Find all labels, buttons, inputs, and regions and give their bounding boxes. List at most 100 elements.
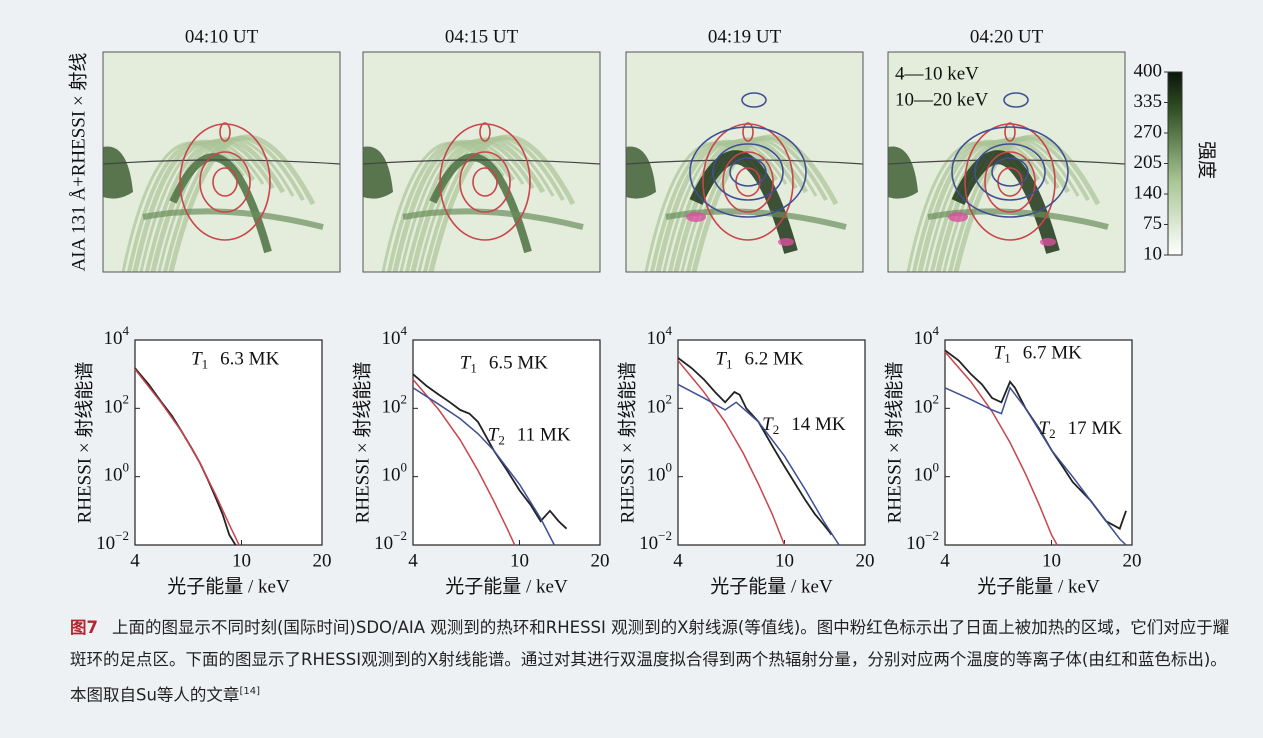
image-content bbox=[363, 52, 600, 272]
y-tick-base: 10 bbox=[104, 465, 123, 486]
y-tick-label: 104 bbox=[647, 323, 673, 349]
y-tick-exponent: 0 bbox=[123, 460, 130, 475]
x-tick-label: 4 bbox=[130, 550, 140, 571]
colorbar-tick-label: 335 bbox=[1134, 91, 1163, 112]
temperature-subscript: 1 bbox=[726, 356, 733, 371]
y-tick-base: 10 bbox=[382, 328, 401, 349]
y-tick-label: 104 bbox=[104, 323, 130, 349]
y-tick-base: 10 bbox=[647, 328, 666, 349]
temperature-subscript: 2 bbox=[498, 432, 505, 447]
y-tick-exponent: 2 bbox=[123, 391, 130, 406]
x-tick-label: 20 bbox=[1123, 550, 1142, 571]
y-tick-label: 100 bbox=[914, 460, 940, 486]
temperature-value: 6.2 MK bbox=[744, 349, 803, 370]
y-tick-base: 10 bbox=[639, 533, 658, 554]
y-tick-label: 10−2 bbox=[374, 528, 407, 554]
y-tick-base: 10 bbox=[104, 328, 123, 349]
solar-image bbox=[103, 52, 340, 272]
y-tick-exponent: 0 bbox=[666, 460, 673, 475]
y-tick-label: 102 bbox=[382, 391, 408, 417]
solar-image bbox=[363, 52, 600, 272]
temperature-value: 17 MK bbox=[1068, 419, 1123, 440]
colorbar-tick-label: 270 bbox=[1134, 121, 1163, 142]
panel-title: 04:20 UT bbox=[970, 26, 1044, 47]
page: {"images":{"ylabel":"AIA 131 Å+RHESSI × … bbox=[0, 0, 1263, 738]
x-axis-label: 光子能量 / keV bbox=[977, 575, 1100, 597]
x-axis-label: 光子能量 / keV bbox=[445, 575, 568, 597]
colorbar-tick-label: 10 bbox=[1143, 243, 1162, 264]
caption-ref: [14] bbox=[239, 686, 260, 697]
temperature-subscript: 1 bbox=[470, 361, 477, 376]
x-tick-label: 20 bbox=[591, 550, 610, 571]
image-ylabel: AIA 131 Å+RHESSI × 射线 bbox=[67, 53, 89, 272]
y-tick-exponent: 2 bbox=[933, 391, 940, 406]
legend-label: 4—10 keV bbox=[895, 63, 979, 84]
y-tick-exponent: −2 bbox=[393, 528, 407, 543]
x-tick-label: 10 bbox=[775, 550, 794, 571]
y-axis-label: RHESSI × 射线能谱 bbox=[883, 362, 905, 524]
y-tick-base: 10 bbox=[914, 397, 933, 418]
y-tick-label: 102 bbox=[647, 391, 673, 417]
y-tick-base: 10 bbox=[382, 397, 401, 418]
solar-image bbox=[888, 52, 1125, 272]
y-tick-label: 10−2 bbox=[639, 528, 672, 554]
temperature-subscript: 2 bbox=[773, 422, 780, 437]
y-tick-exponent: 4 bbox=[666, 323, 673, 338]
colorbar-tick-label: 75 bbox=[1143, 213, 1162, 234]
y-tick-base: 10 bbox=[914, 328, 933, 349]
temperature-value: 6.5 MK bbox=[489, 353, 548, 374]
colorbar-tick-label: 140 bbox=[1134, 182, 1163, 203]
temperature-value: 6.7 MK bbox=[1023, 343, 1082, 364]
footpoint bbox=[1040, 238, 1056, 246]
x-tick-label: 4 bbox=[940, 550, 950, 571]
y-tick-exponent: −2 bbox=[658, 528, 672, 543]
y-tick-base: 10 bbox=[647, 465, 666, 486]
panel-title: 04:19 UT bbox=[708, 26, 782, 47]
panel-title: 04:15 UT bbox=[445, 26, 519, 47]
temperature-value: 11 MK bbox=[517, 425, 571, 446]
x-tick-label: 20 bbox=[856, 550, 875, 571]
y-tick-base: 10 bbox=[382, 465, 401, 486]
x-tick-label: 4 bbox=[408, 550, 418, 571]
caption: 图7上面的图显示不同时刻(国际时间)SDO/AIA 观测到的热环和RHESSI … bbox=[70, 612, 1235, 712]
temperature-subscript: 1 bbox=[1004, 350, 1011, 365]
y-tick-label: 10−2 bbox=[96, 528, 129, 554]
footpoint bbox=[686, 212, 706, 222]
temperature-value: 14 MK bbox=[791, 414, 846, 435]
y-tick-exponent: 4 bbox=[933, 323, 940, 338]
y-tick-label: 100 bbox=[647, 460, 673, 486]
image-content bbox=[888, 52, 1125, 272]
y-tick-base: 10 bbox=[104, 397, 123, 418]
y-axis-label: RHESSI × 射线能谱 bbox=[73, 362, 95, 524]
colorbar-tick-label: 205 bbox=[1134, 152, 1163, 173]
y-tick-base: 10 bbox=[374, 533, 393, 554]
x-tick-label: 20 bbox=[313, 550, 332, 571]
footpoint bbox=[948, 212, 968, 222]
temperature-subscript: 2 bbox=[1049, 426, 1056, 441]
x-tick-label: 10 bbox=[510, 550, 529, 571]
y-tick-exponent: −2 bbox=[925, 528, 939, 543]
x-tick-label: 10 bbox=[1042, 550, 1061, 571]
temperature-value: 6.3 MK bbox=[220, 349, 279, 370]
y-tick-label: 100 bbox=[104, 460, 130, 486]
plot-area bbox=[135, 340, 322, 545]
y-tick-label: 104 bbox=[382, 323, 408, 349]
x-axis-label: 光子能量 / keV bbox=[710, 575, 833, 597]
y-tick-exponent: 4 bbox=[123, 323, 130, 338]
y-tick-base: 10 bbox=[96, 533, 115, 554]
footpoint bbox=[778, 238, 794, 246]
y-tick-exponent: 2 bbox=[666, 391, 673, 406]
figure: AIA 131 Å+RHESSI × 射线04:10 UT04:15 UT04:… bbox=[0, 0, 1263, 610]
plot-area bbox=[945, 340, 1132, 545]
legend-label: 10—20 keV bbox=[895, 89, 989, 110]
y-tick-exponent: 0 bbox=[401, 460, 408, 475]
image-content bbox=[103, 52, 340, 272]
temperature-subscript: 1 bbox=[202, 356, 209, 371]
y-tick-base: 10 bbox=[647, 397, 666, 418]
y-tick-label: 102 bbox=[104, 391, 130, 417]
colorbar-tick-label: 400 bbox=[1134, 60, 1163, 81]
y-tick-exponent: −2 bbox=[115, 528, 129, 543]
y-tick-exponent: 2 bbox=[401, 391, 408, 406]
y-tick-base: 10 bbox=[914, 465, 933, 486]
y-tick-label: 100 bbox=[382, 460, 408, 486]
